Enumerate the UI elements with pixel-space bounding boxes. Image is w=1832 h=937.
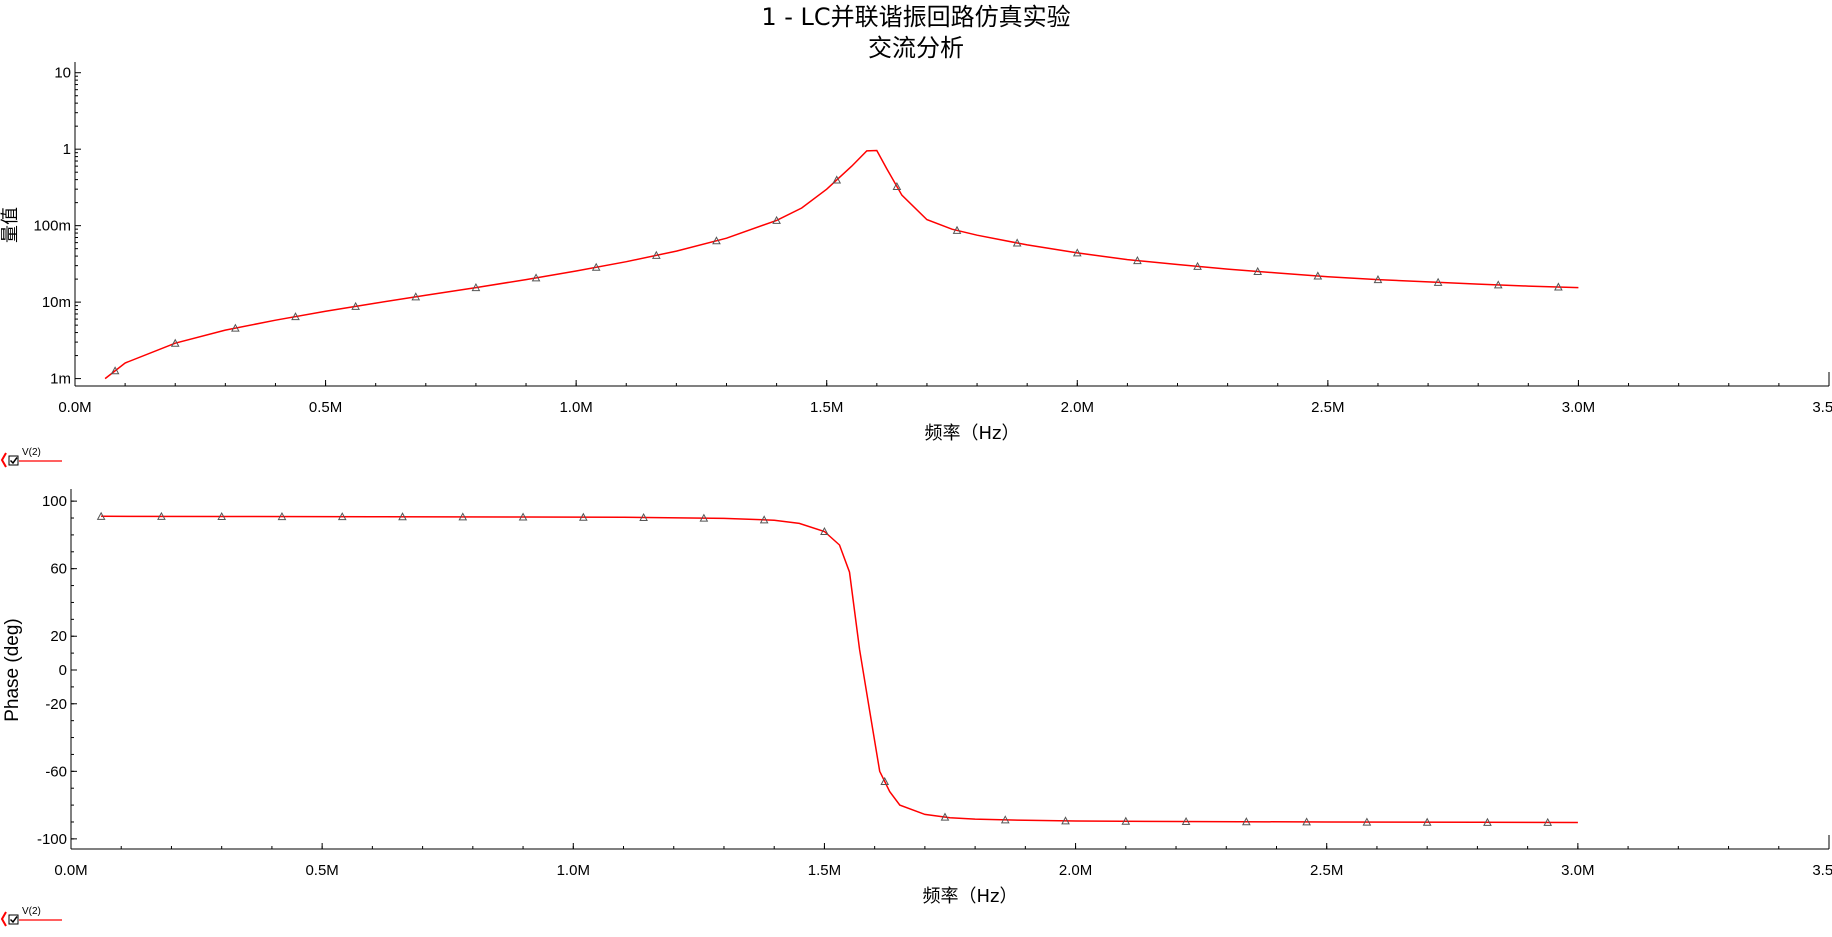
check-mark-icon [9, 916, 18, 924]
data-point-marker [411, 292, 421, 301]
data-point-marker [1554, 282, 1563, 291]
data-point-marker [820, 526, 829, 536]
x-tick-label: 3.5M [1812, 862, 1832, 879]
x-tick-label: 0.5M [305, 862, 338, 879]
legend-label: V(2) [22, 447, 41, 458]
legend-magnitude[interactable]: V(2) [0, 447, 62, 468]
series-line-v2 [101, 515, 1578, 824]
x-tick-label: 1.0M [559, 399, 592, 416]
y-tick-label: 100 [42, 493, 67, 510]
data-point-marker [1493, 280, 1503, 289]
x-tick-label: 2.5M [1310, 862, 1343, 879]
y-tick-label: 1m [50, 371, 71, 388]
chart-title: 1 - LC并联谐振回路仿真实验 [761, 3, 1070, 31]
checkbox-checked-icon[interactable] [8, 914, 19, 925]
data-point-marker [1181, 816, 1191, 826]
legend-phase[interactable]: V(2) [0, 906, 62, 927]
data-point-marker [591, 262, 601, 271]
data-point-marker [892, 181, 902, 190]
data-point-marker [291, 312, 300, 321]
data-point-marker [1373, 275, 1383, 284]
x-tick-label: 3.5M [1812, 399, 1832, 416]
data-point-marker [1362, 817, 1372, 826]
data-point-marker [458, 512, 468, 521]
y-tick-label: 20 [50, 628, 67, 645]
x-tick-label: 0.0M [58, 399, 91, 416]
data-point-marker [170, 338, 180, 347]
data-point-marker [351, 301, 360, 310]
data-point-marker [651, 250, 661, 259]
x-tick-label: 3.0M [1561, 862, 1594, 879]
data-point-marker [1072, 248, 1082, 257]
y-tick-label: 100m [33, 218, 71, 235]
data-point-marker [337, 512, 347, 521]
data-point-marker [231, 323, 240, 332]
magnitude-plot: 0.0M 0.5M 1.0M 1.5M 2.0M 2.5M 3.0M 3.5M 10 1 100m 1… [0, 62, 1832, 444]
data-point-marker [1253, 266, 1263, 275]
data-point-marker [1193, 261, 1202, 270]
legend-arrow-icon [0, 452, 7, 468]
x-tick-label: 1.5M [808, 862, 841, 879]
x-tick-label: 3.0M [1562, 399, 1595, 416]
data-point-marker [531, 273, 541, 282]
check-mark-icon [9, 457, 18, 465]
data-point-marker [1242, 817, 1251, 826]
y-tick-label: 10m [42, 294, 71, 311]
data-point-marker [1313, 271, 1323, 280]
x-tick-label: 2.0M [1061, 399, 1094, 416]
phase-plot: 0.0M 0.5M 1.0M 1.5M 2.0M 2.5M 3.0M 3.5M 100 60 20 0… [2, 489, 1832, 907]
data-point-marker [277, 512, 287, 521]
data-point-marker [699, 513, 709, 522]
y-tick-label: -60 [45, 763, 67, 780]
x-tick-label: 2.5M [1311, 399, 1344, 416]
data-point-marker [1422, 817, 1432, 826]
data-point-marker [578, 512, 588, 521]
data-point-marker [712, 236, 721, 245]
y-axis-label: 量值 [0, 207, 21, 243]
data-point-marker [1302, 817, 1311, 826]
data-point-marker [518, 512, 528, 521]
data-point-marker [1012, 238, 1022, 247]
data-point-marker [471, 283, 481, 292]
x-tick-label: 1.5M [810, 399, 843, 416]
data-point-marker [639, 512, 648, 522]
data-point-marker [1061, 816, 1070, 825]
y-axis-label: Phase (deg) [2, 618, 23, 722]
legend-label: V(2) [22, 906, 41, 917]
checkbox-checked-icon[interactable] [8, 455, 19, 466]
data-point-marker [832, 175, 842, 184]
data-point-marker [952, 225, 962, 234]
data-point-marker [759, 515, 769, 524]
data-point-marker [1433, 277, 1443, 286]
x-tick-label: 2.0M [1059, 862, 1092, 879]
series-line-v2 [104, 149, 1579, 380]
data-point-marker [1121, 816, 1131, 825]
y-tick-label: -20 [45, 696, 67, 713]
data-point-marker [772, 215, 781, 224]
x-axis-label: 频率（Hz） [925, 423, 1020, 444]
y-tick-label: 10 [54, 65, 71, 82]
y-tick-label: 1 [63, 141, 71, 158]
data-point-marker [1483, 817, 1492, 826]
y-tick-label: -100 [37, 831, 67, 848]
x-tick-label: 1.0M [557, 862, 590, 879]
data-point-marker [940, 812, 950, 821]
x-tick-label: 0.0M [54, 862, 87, 879]
legend-arrow-icon [0, 911, 7, 927]
data-point-marker [96, 511, 106, 520]
data-point-marker [110, 366, 120, 375]
data-point-marker [880, 776, 890, 785]
data-point-marker [1543, 817, 1553, 826]
data-point-marker [157, 511, 166, 520]
data-point-marker [1000, 815, 1010, 824]
y-tick-label: 60 [50, 561, 67, 578]
data-point-marker [398, 512, 407, 521]
x-axis-label: 频率（Hz） [923, 886, 1018, 907]
x-tick-label: 0.5M [309, 399, 342, 416]
y-tick-label: 0 [59, 662, 67, 679]
chart-subtitle: 交流分析 [868, 34, 964, 62]
data-point-marker [217, 511, 227, 520]
data-point-marker [1133, 256, 1142, 265]
